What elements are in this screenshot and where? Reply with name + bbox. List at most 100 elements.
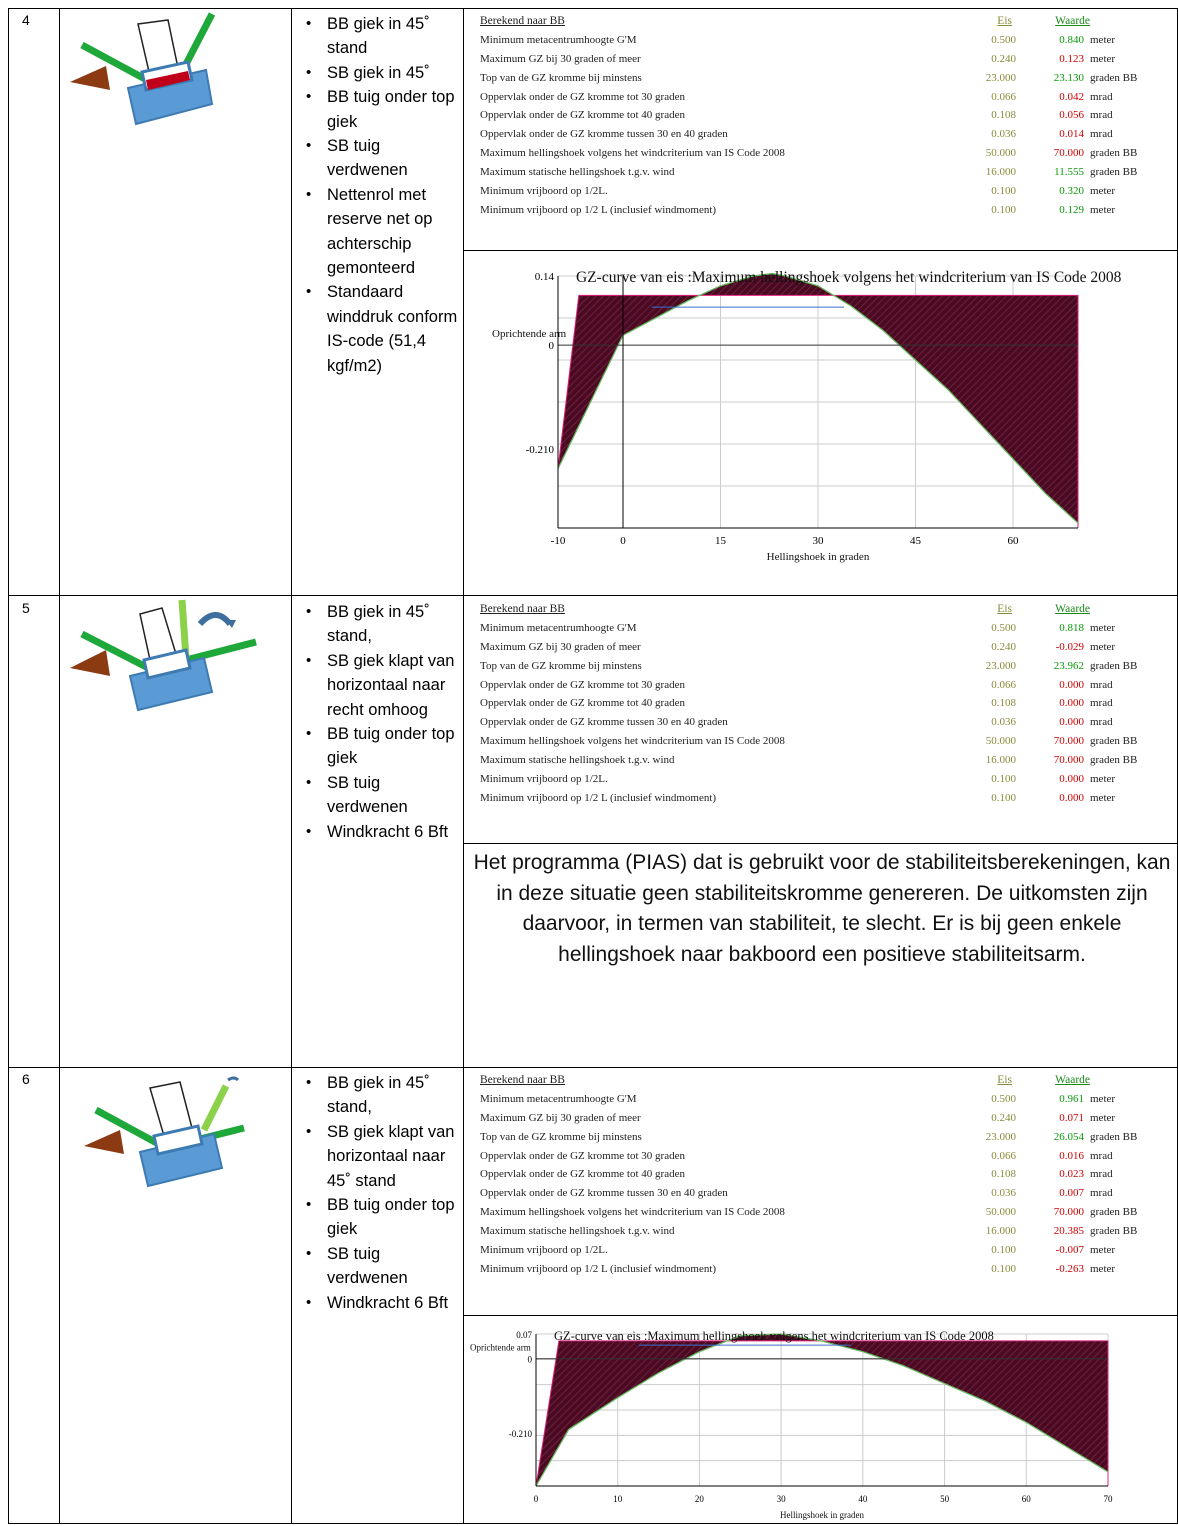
- criterion-requirement: 0.100: [991, 773, 1016, 786]
- chart-title: GZ-curve van eis :Maximum hellingshoek v…: [576, 269, 1122, 286]
- criterion-value: 0.000: [1059, 697, 1084, 710]
- criterion-requirement: 0.036: [991, 1187, 1016, 1200]
- list-item: Nettenrol met reserve net op achterschip…: [300, 183, 460, 281]
- criterion-label: Minimum vrijboord op 1/2 L (inclusief wi…: [480, 1262, 717, 1275]
- list-item: SB tuig verdwenen: [300, 134, 460, 183]
- x-tick-label: 0: [534, 1494, 539, 1504]
- criterion-unit: graden BB: [1090, 754, 1138, 767]
- list-item: BB tuig onder top giek: [300, 1193, 460, 1242]
- criterion-label: Minimum metacentrumhoogte G'M: [480, 33, 637, 46]
- net-roll-icon: [70, 66, 110, 90]
- criterion-value: 11.555: [1054, 166, 1084, 179]
- y-tick-label: -0.210: [509, 1429, 533, 1439]
- criterion-label: Oppervlak onder de GZ kromme tot 30 grad…: [480, 90, 685, 103]
- list-item: SB giek in 45˚: [300, 61, 460, 86]
- criterion-value: 0.023: [1059, 1168, 1084, 1181]
- bullet-list: BB giek in 45˚ stand SB giek in 45˚ BB t…: [300, 12, 460, 378]
- criterion-label: Maximum statische hellingshoek t.g.v. wi…: [480, 754, 675, 767]
- criteria-panel: Berekend naar BB Eis Waarde Minimum metacen…: [464, 12, 1178, 220]
- bullet-list: BB giek in 45˚ stand, SB giek klapt van …: [300, 1071, 460, 1315]
- criterion-label: Minimum metacentrumhoogte G'M: [480, 621, 637, 634]
- criteria-row: Oppervlak onder de GZ kromme tussen 30 e…: [464, 125, 1178, 144]
- criterion-unit: meter: [1090, 1244, 1116, 1257]
- criterion-unit: mrad: [1090, 109, 1113, 122]
- list-item: BB tuig onder top giek: [300, 722, 460, 771]
- criterion-value: 26.054: [1053, 1130, 1084, 1143]
- criterion-requirement: 16.000: [985, 1225, 1016, 1238]
- criterion-requirement: 0.100: [991, 1244, 1016, 1257]
- criterion-value: 0.840: [1059, 33, 1084, 46]
- criterion-requirement: 0.036: [991, 128, 1016, 141]
- y-tick-label: 0.07: [516, 1330, 532, 1340]
- criteria-row: Oppervlak onder de GZ kromme tot 40 grad…: [464, 106, 1178, 125]
- criterion-value: 0.014: [1059, 128, 1084, 141]
- criterion-label: Maximum hellingshoek volgens het windcri…: [480, 1206, 785, 1219]
- criterion-value: 0.000: [1059, 678, 1084, 691]
- criterion-unit: meter: [1090, 1111, 1116, 1124]
- criteria-row: Maximum hellingshoek volgens het windcri…: [464, 144, 1178, 163]
- criterion-unit: mrad: [1090, 1149, 1113, 1162]
- criteria-row: Minimum metacentrumhoogte G'M 0.500 0.818 m…: [464, 619, 1178, 638]
- criteria-row: Maximum GZ bij 30 graden of meer 0.240 -0.…: [464, 638, 1178, 657]
- x-axis-label: Hellingshoek in graden: [767, 551, 870, 563]
- criterion-unit: mrad: [1090, 716, 1113, 729]
- criterion-unit: meter: [1090, 203, 1116, 216]
- criterion-requirement: 23.000: [985, 71, 1016, 84]
- criterion-requirement: 0.500: [991, 621, 1016, 634]
- criteria-panel: Berekend naar BB Eis Waarde Minimum metacen…: [464, 1071, 1178, 1279]
- criterion-value: 70.000: [1053, 735, 1084, 748]
- deckhouse-icon: [152, 1124, 204, 1156]
- list-item: SB tuig verdwenen: [300, 1242, 460, 1291]
- list-item: BB giek in 45˚ stand: [300, 12, 460, 61]
- criterion-requirement: 23.000: [985, 659, 1016, 672]
- row-number: 5: [22, 600, 30, 616]
- list-item: SB giek klapt van horizontaal naar recht…: [300, 649, 460, 722]
- x-tick-label: 30: [777, 1494, 787, 1504]
- list-item: SB tuig verdwenen: [300, 771, 460, 820]
- panel-title: Berekend naar BB: [480, 15, 565, 27]
- no-curve-note: Het programma (PIAS) dat is gebruikt voo…: [473, 851, 1171, 966]
- criterion-value: -0.029: [1055, 640, 1084, 653]
- panel-title: Berekend naar BB: [480, 1074, 565, 1086]
- criterion-requirement: 16.000: [985, 754, 1016, 767]
- x-axis-label: Hellingshoek in graden: [780, 1510, 864, 1520]
- criteria-row: Maximum hellingshoek volgens het windcri…: [464, 1203, 1178, 1222]
- criteria-row: Maximum GZ bij 30 graden of meer 0.240 0.1…: [464, 50, 1178, 69]
- criteria-row: Top van de GZ kromme bij minstens 23.000 2…: [464, 1128, 1178, 1147]
- req-header: Eis: [997, 603, 1012, 615]
- criterion-label: Maximum statische hellingshoek t.g.v. wi…: [480, 1225, 675, 1238]
- criterion-label: Oppervlak onder de GZ kromme tot 40 grad…: [480, 1168, 685, 1181]
- criterion-label: Minimum vrijboord op 1/2 L (inclusief wi…: [480, 203, 717, 216]
- criterion-requirement: 0.500: [991, 1092, 1016, 1105]
- criterion-value: 0.961: [1059, 1092, 1084, 1105]
- net-roll-icon: [70, 650, 110, 676]
- ship-diagram-6: [84, 1076, 245, 1188]
- criterion-unit: meter: [1090, 1092, 1116, 1105]
- criterion-value: 0.071: [1059, 1111, 1084, 1124]
- row-number: 4: [22, 12, 30, 28]
- criterion-unit: graden BB: [1090, 147, 1138, 160]
- criterion-unit: mrad: [1090, 678, 1113, 691]
- criterion-unit: mrad: [1090, 697, 1113, 710]
- criterion-requirement: 23.000: [985, 1130, 1016, 1143]
- list-item: SB giek klapt van horizontaal naar 45˚ s…: [300, 1120, 460, 1193]
- sb-boom-raised-icon: [178, 599, 190, 659]
- x-tick-label: 30: [813, 535, 825, 547]
- criteria-row: Minimum vrijboord op 1/2L. 0.100 0.320 mete…: [464, 182, 1178, 201]
- criterion-label: Oppervlak onder de GZ kromme tussen 30 e…: [480, 716, 728, 729]
- list-item: BB giek in 45˚ stand,: [300, 600, 460, 649]
- criteria-header: Berekend naar BB Eis Waarde: [464, 12, 1178, 31]
- criterion-value: 0.007: [1059, 1187, 1084, 1200]
- criterion-unit: mrad: [1090, 90, 1113, 103]
- column-divider: [59, 9, 60, 1523]
- list-item: Windkracht 6 Bft: [300, 1291, 460, 1316]
- bullet-list: BB giek in 45˚ stand, SB giek klapt van …: [300, 600, 460, 844]
- criterion-label: Maximum hellingshoek volgens het windcri…: [480, 147, 785, 160]
- x-tick-label: 70: [1104, 1494, 1114, 1504]
- x-tick-label: 15: [715, 535, 727, 547]
- criterion-label: Maximum GZ bij 30 graden of meer: [480, 52, 641, 65]
- column-divider: [463, 9, 464, 1523]
- ship-diagram-5: [70, 599, 257, 712]
- panel-title: Berekend naar BB: [480, 603, 565, 615]
- criterion-label: Minimum vrijboord op 1/2 L (inclusief wi…: [480, 791, 717, 804]
